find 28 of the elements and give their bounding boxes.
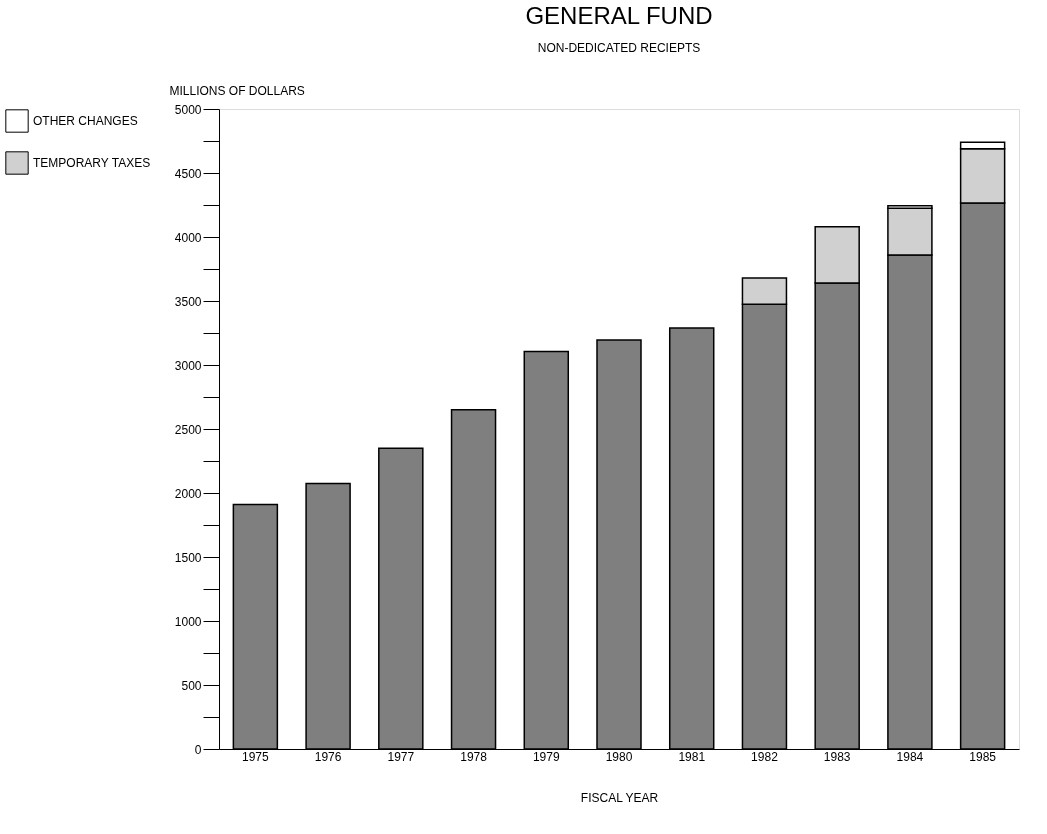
x-tick-label: 1985	[969, 749, 997, 764]
y-tick-label: 3000	[174, 358, 202, 373]
x-tick-label: 1981	[678, 749, 706, 764]
x-tick-label: 1975	[242, 749, 270, 764]
x-tick-label: 1979	[532, 749, 560, 764]
y-tick-label: 1000	[174, 614, 202, 629]
chart-title: GENERAL FUND	[525, 2, 713, 29]
x-axis-title: FISCAL YEAR	[580, 790, 659, 805]
x-tick-label: 1982	[751, 749, 779, 764]
y-tick-label: 1500	[174, 550, 202, 565]
x-tick-label: 1980	[605, 749, 633, 764]
y-tick-label: 5000	[174, 102, 202, 117]
legend-label: TEMPORARY TAXES	[33, 156, 151, 170]
y-tick-label: 2500	[174, 422, 202, 437]
x-tick-label: 1984	[896, 749, 924, 764]
legend-label: OTHER CHANGES	[33, 114, 138, 128]
y-tick-label: 4500	[174, 166, 202, 181]
y-tick-label: 3500	[174, 294, 202, 309]
y-tick-label: 500	[181, 678, 202, 693]
y-tick-label: 4000	[174, 230, 202, 245]
x-tick-label: 1978	[460, 749, 488, 764]
y-tick-label: 0	[194, 742, 202, 757]
y-tick-label: 2000	[174, 486, 202, 501]
x-tick-label: 1977	[387, 749, 415, 764]
y-axis-title: MILLIONS OF DOLLARS	[169, 83, 305, 98]
chart-subtitle: NON-DEDICATED RECIEPTS	[537, 41, 701, 55]
x-tick-label: 1976	[314, 749, 342, 764]
x-tick-label: 1983	[823, 749, 851, 764]
